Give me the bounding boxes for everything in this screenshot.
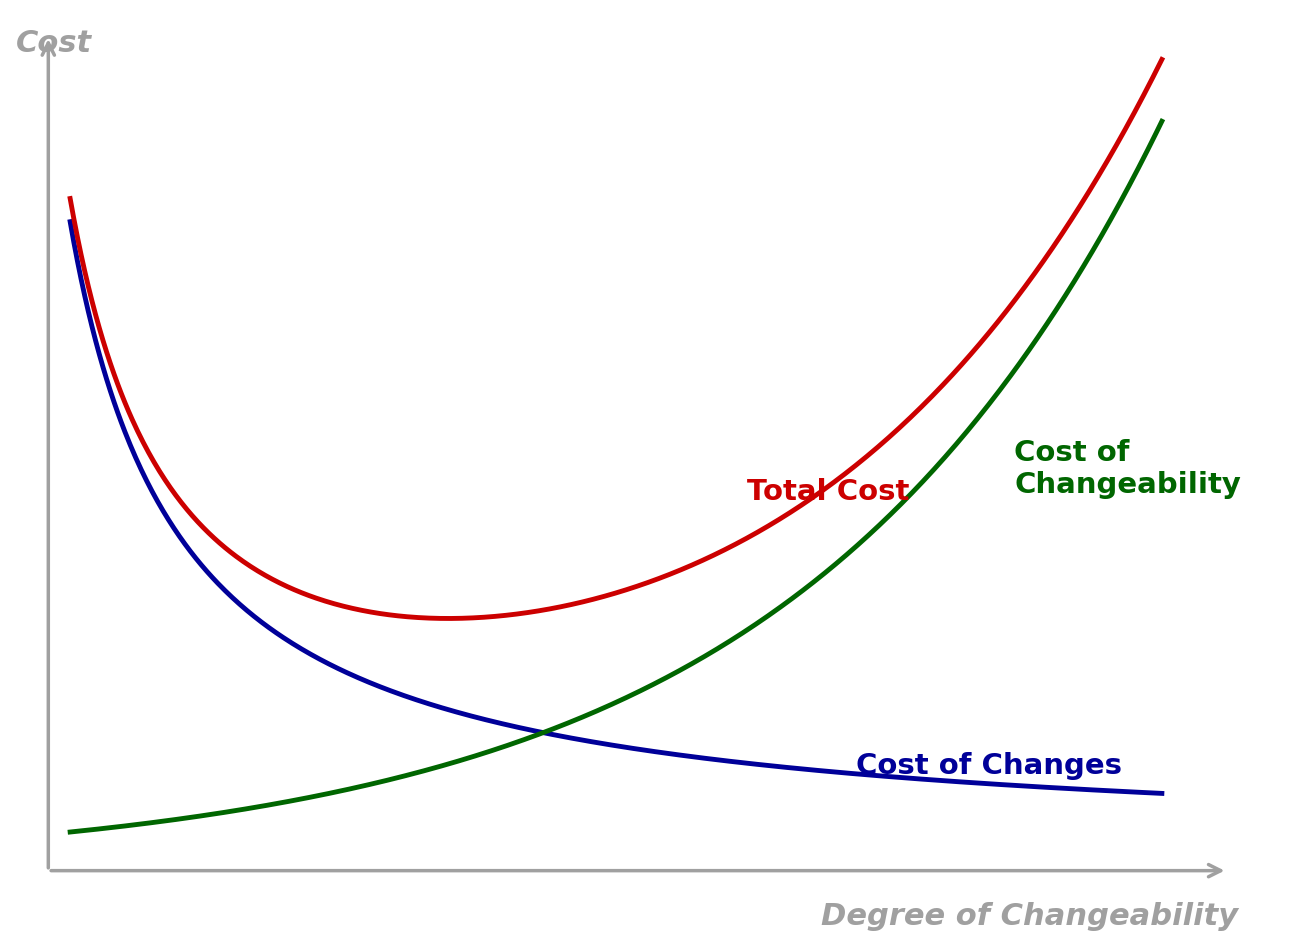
Text: Total Cost: Total Cost: [747, 478, 910, 506]
Text: Cost: Cost: [16, 28, 92, 58]
Text: Degree of Changeability: Degree of Changeability: [822, 902, 1239, 931]
Text: Cost of Changes: Cost of Changes: [857, 752, 1122, 780]
Text: Cost of
Changeability: Cost of Changeability: [1014, 438, 1242, 499]
